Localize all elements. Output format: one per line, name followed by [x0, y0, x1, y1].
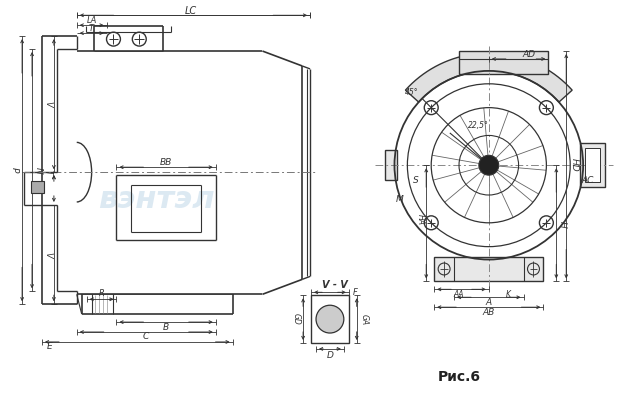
Text: HD: HD — [570, 158, 579, 172]
Text: GA: GA — [359, 314, 368, 325]
Text: HA: HA — [416, 214, 425, 225]
Bar — [434, 257, 543, 281]
Bar — [580, 143, 605, 187]
Text: AD: AD — [522, 50, 535, 59]
Text: BB: BB — [160, 158, 172, 167]
Text: F: F — [352, 288, 357, 297]
Text: V - V: V - V — [322, 280, 348, 290]
Bar — [385, 151, 397, 180]
Text: AC: AC — [582, 176, 595, 185]
Text: AB: AB — [483, 308, 495, 317]
Bar — [459, 51, 548, 74]
Text: Рис.6: Рис.6 — [438, 370, 481, 384]
Text: E: E — [47, 342, 52, 351]
Text: D: D — [326, 351, 333, 360]
Bar — [311, 295, 349, 343]
Text: T: T — [44, 170, 52, 174]
Bar — [585, 148, 600, 182]
Text: LC: LC — [185, 6, 197, 17]
Text: A: A — [486, 298, 492, 307]
Text: R: R — [99, 289, 104, 298]
Text: V: V — [44, 101, 52, 107]
Text: P: P — [10, 167, 19, 173]
Polygon shape — [31, 181, 44, 193]
Circle shape — [316, 305, 344, 333]
Text: S: S — [413, 176, 419, 185]
Text: GD: GD — [292, 313, 301, 325]
Circle shape — [479, 155, 499, 175]
Text: H: H — [558, 221, 567, 228]
Text: M: M — [396, 195, 403, 204]
Text: K: K — [506, 290, 511, 299]
Text: вэнтэл: вэнтэл — [98, 185, 214, 215]
Text: C: C — [143, 332, 149, 342]
Text: AA: AA — [454, 290, 464, 299]
Text: 45°: 45° — [405, 88, 419, 97]
Text: T: T — [89, 24, 94, 33]
Text: V: V — [44, 252, 52, 257]
Text: 22,5°: 22,5° — [468, 121, 490, 130]
Text: LA: LA — [86, 16, 97, 25]
Polygon shape — [405, 53, 572, 102]
Text: N: N — [33, 167, 42, 174]
Text: B: B — [163, 323, 169, 332]
